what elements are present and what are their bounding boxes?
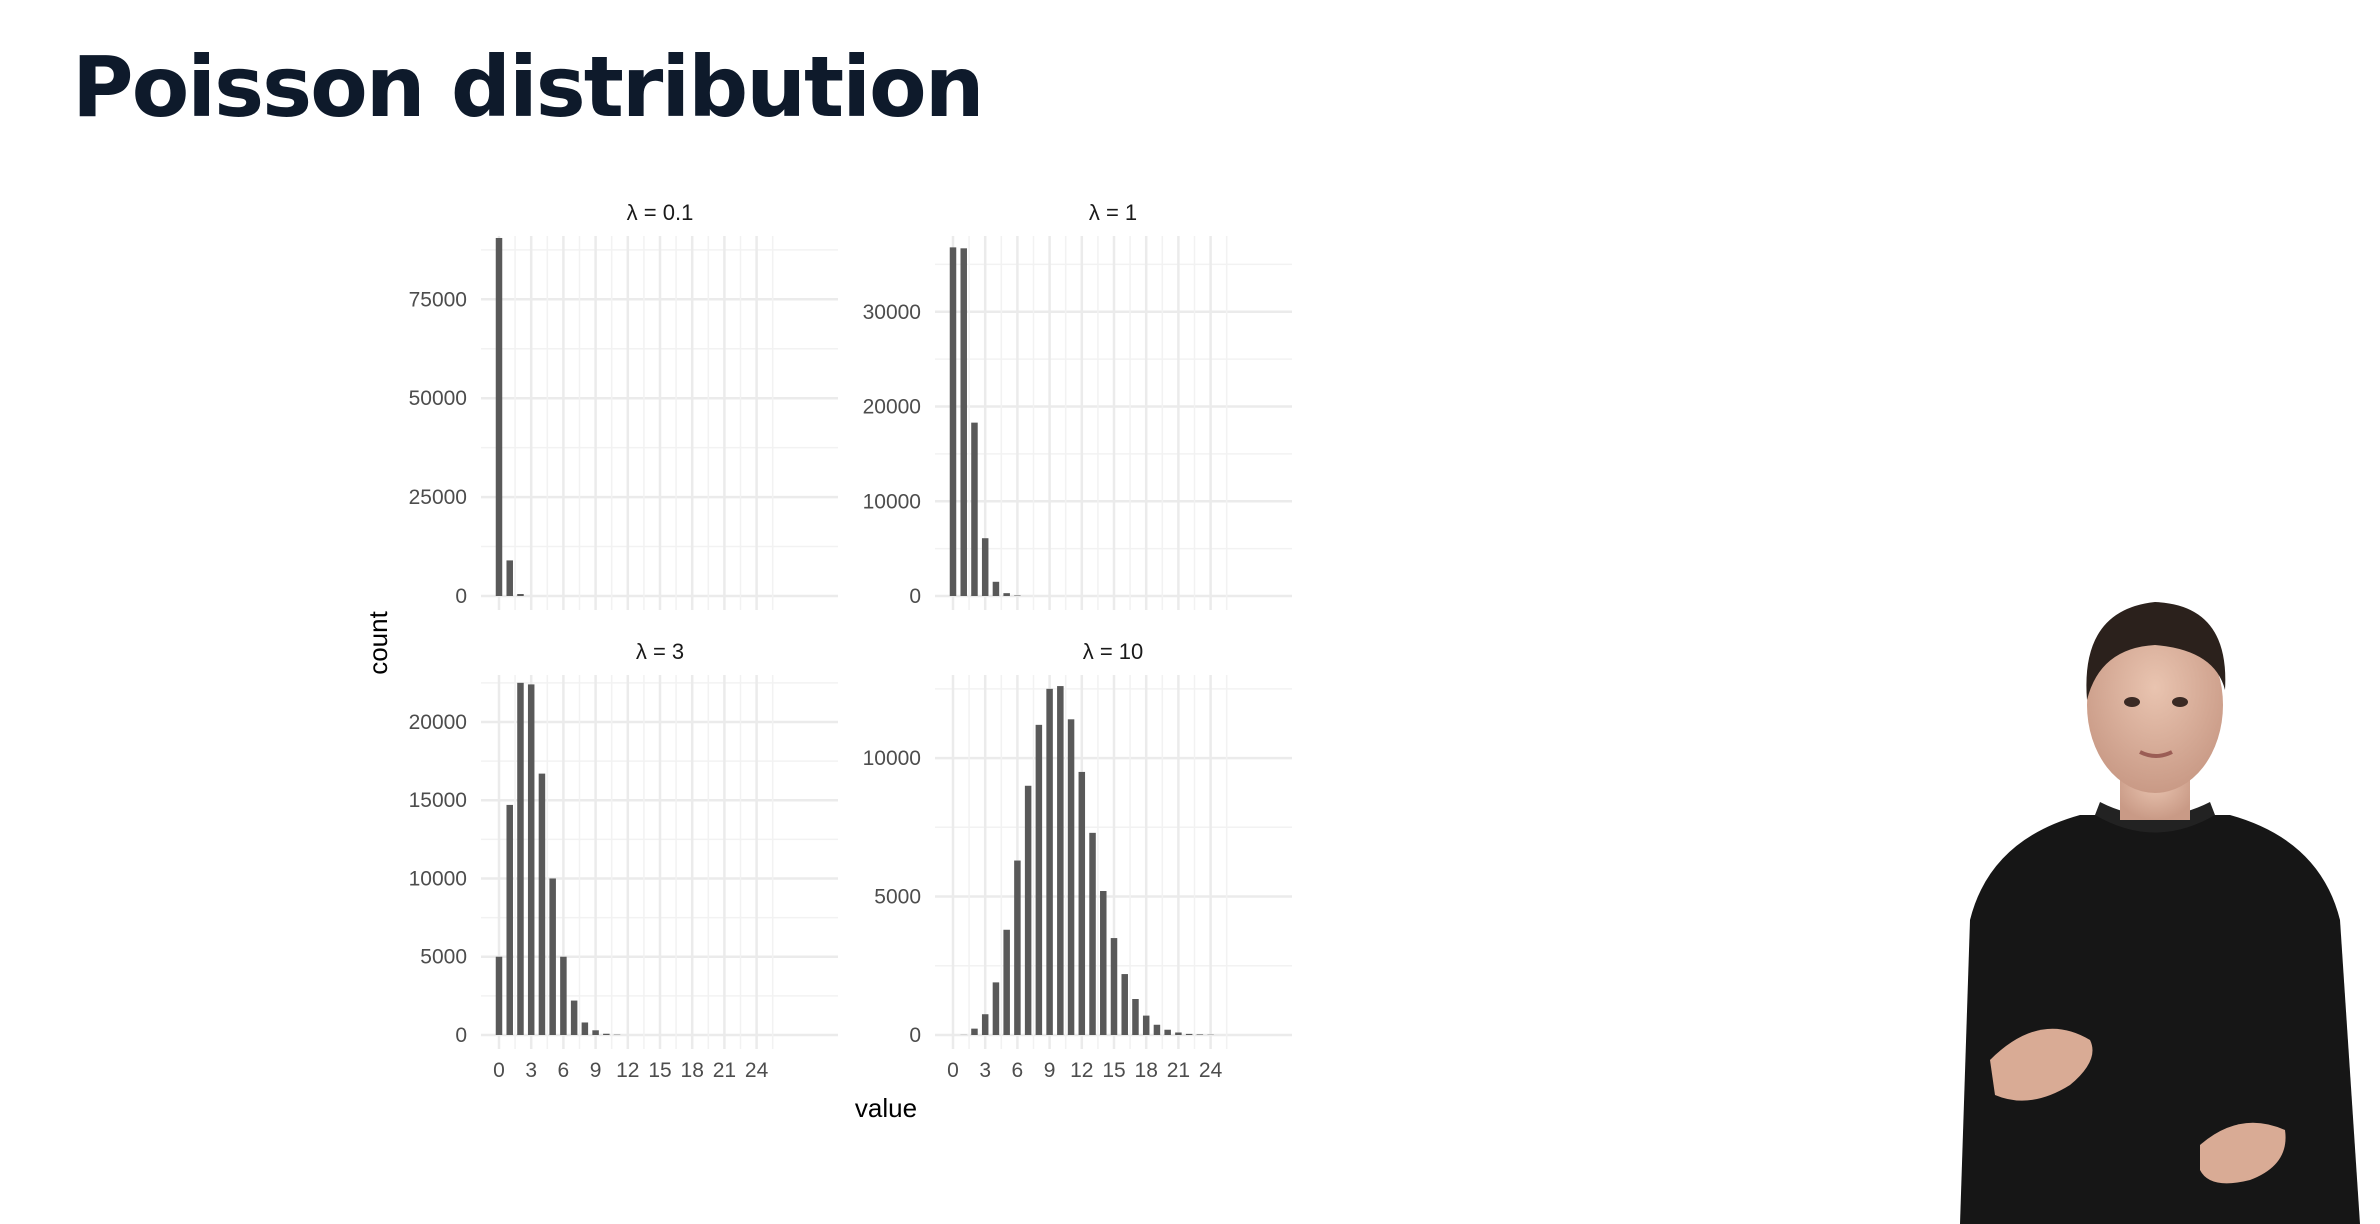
bar	[960, 248, 967, 596]
bar	[1014, 860, 1021, 1035]
bar	[603, 1033, 610, 1035]
bar	[538, 773, 546, 1035]
x-tick-label: 3	[979, 1059, 991, 1082]
x-tick-label: 6	[1012, 1059, 1024, 1082]
bar	[581, 1022, 589, 1035]
y-tick-label: 50000	[409, 387, 467, 410]
y-tick-label: 0	[909, 1024, 921, 1047]
bar	[1100, 891, 1107, 1035]
bar	[1003, 929, 1010, 1035]
bar	[949, 247, 957, 597]
panel-title: λ = 1	[1089, 200, 1137, 225]
x-tick-label: 0	[493, 1059, 505, 1082]
bar	[981, 538, 989, 596]
x-tick-label: 18	[1135, 1059, 1158, 1082]
x-tick-label: 21	[1167, 1059, 1190, 1082]
slide-title: Poisson distribution	[72, 38, 984, 136]
presenter-video	[1960, 602, 2360, 1224]
y-tick-label: 30000	[863, 301, 921, 324]
bar	[1121, 974, 1128, 1035]
bar	[1003, 593, 1010, 596]
x-tick-label: 9	[590, 1059, 602, 1082]
x-tick-label: 0	[947, 1059, 959, 1082]
bar	[1024, 785, 1032, 1035]
panel-title: λ = 10	[1083, 639, 1144, 664]
y-axis-label: count	[363, 610, 393, 674]
bar	[517, 594, 524, 596]
bar	[1067, 719, 1075, 1035]
y-tick-label: 0	[455, 585, 467, 608]
y-tick-label: 5000	[874, 886, 921, 909]
x-tick-label: 12	[1070, 1059, 1093, 1082]
bar	[971, 1028, 978, 1035]
bar	[495, 956, 503, 1035]
bar	[527, 684, 535, 1035]
bar	[1057, 686, 1064, 1035]
x-tick-label: 15	[648, 1059, 671, 1082]
bar	[1046, 688, 1053, 1035]
bar	[1110, 938, 1118, 1035]
x-tick-label: 9	[1044, 1059, 1056, 1082]
bar	[1164, 1029, 1171, 1035]
bar	[506, 804, 513, 1035]
bar	[1078, 771, 1086, 1035]
x-tick-label: 15	[1102, 1059, 1125, 1082]
y-tick-label: 0	[455, 1024, 467, 1047]
bar	[592, 1030, 599, 1035]
bar	[1175, 1032, 1182, 1035]
bar	[992, 581, 1000, 596]
y-tick-label: 5000	[420, 946, 467, 969]
y-tick-label: 75000	[409, 288, 467, 311]
x-tick-label: 24	[1199, 1059, 1223, 1082]
x-tick-label: 3	[525, 1059, 537, 1082]
y-tick-label: 25000	[409, 486, 467, 509]
bar	[1142, 1015, 1150, 1035]
bar	[1035, 724, 1043, 1035]
bar	[506, 560, 513, 596]
bar	[1153, 1024, 1161, 1035]
y-tick-label: 20000	[409, 711, 467, 734]
x-tick-label: 12	[616, 1059, 639, 1082]
bar	[517, 682, 524, 1035]
x-axis-label: value	[855, 1093, 917, 1123]
panel-title: λ = 3	[636, 639, 684, 664]
x-tick-label: 24	[745, 1059, 769, 1082]
x-tick-label: 18	[681, 1059, 704, 1082]
y-tick-label: 20000	[863, 396, 921, 419]
y-tick-label: 15000	[409, 789, 467, 812]
bar	[560, 956, 567, 1035]
bar	[570, 1000, 578, 1035]
y-tick-label: 10000	[409, 867, 467, 890]
bar	[971, 422, 978, 596]
x-tick-label: 21	[713, 1059, 736, 1082]
y-tick-label: 0	[909, 585, 921, 608]
bar	[1089, 832, 1096, 1035]
bar	[981, 1014, 989, 1035]
bar	[1132, 999, 1139, 1035]
y-tick-label: 10000	[863, 490, 921, 513]
panel-title: λ = 0.1	[627, 200, 694, 225]
bar	[1196, 1034, 1204, 1035]
bar	[992, 982, 1000, 1035]
bar	[1185, 1033, 1193, 1035]
y-tick-label: 10000	[863, 747, 921, 770]
x-tick-label: 6	[558, 1059, 570, 1082]
bar	[495, 237, 503, 596]
bar	[549, 878, 556, 1035]
